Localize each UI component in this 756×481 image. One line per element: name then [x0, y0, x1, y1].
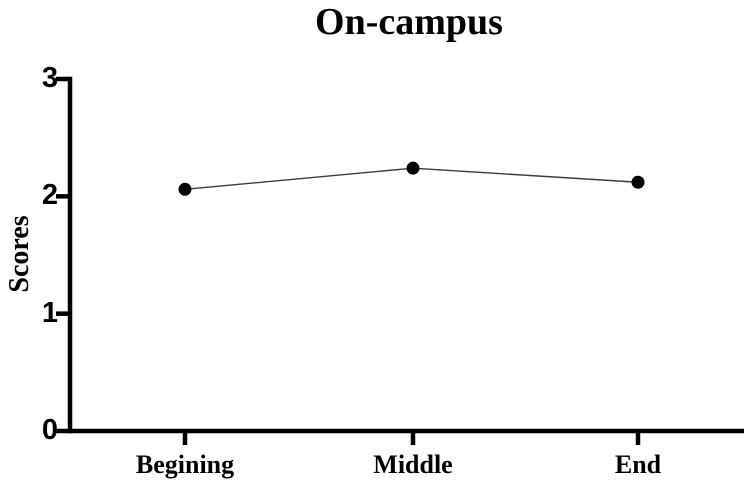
chart-title: On-campus: [315, 1, 503, 43]
y-tick-label: 0: [41, 413, 58, 446]
y-tick-label: 1: [41, 296, 58, 329]
y-tick-label: 2: [41, 179, 58, 212]
x-tick-label: Middle: [373, 450, 453, 479]
x-tick-label: Begining: [135, 450, 235, 479]
y-tick-label: 3: [41, 61, 58, 94]
data-point-marker: [178, 182, 192, 196]
data-point-marker: [406, 161, 420, 175]
data-point-marker: [631, 175, 645, 189]
x-tick-label: End: [614, 450, 662, 479]
